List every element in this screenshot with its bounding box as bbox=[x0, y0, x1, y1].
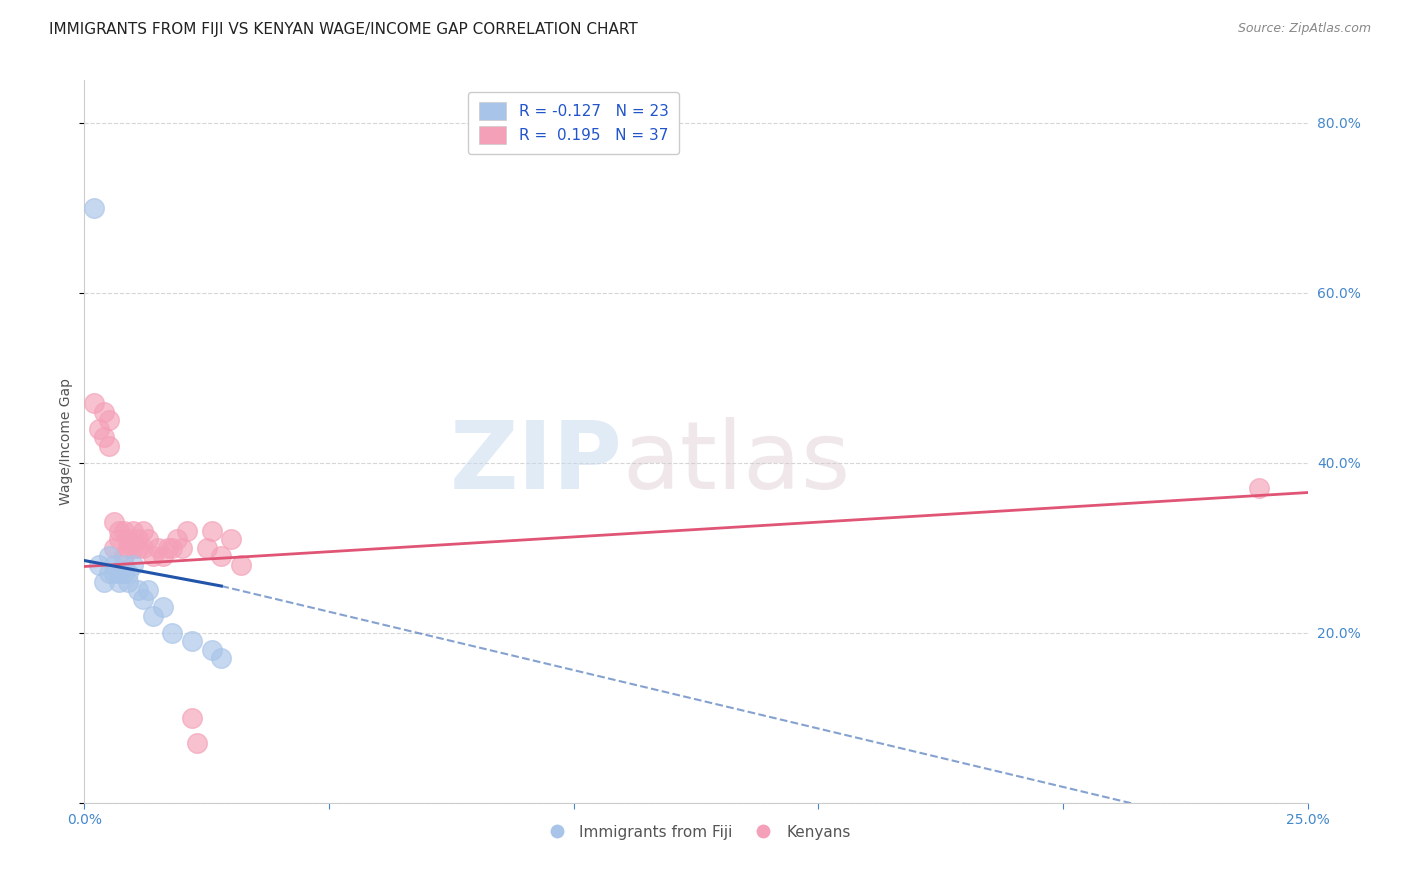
Point bbox=[103, 516, 125, 530]
Point bbox=[97, 566, 120, 581]
Point bbox=[117, 533, 139, 547]
Point bbox=[162, 541, 184, 555]
Point bbox=[112, 549, 135, 564]
Point bbox=[97, 549, 120, 564]
Point bbox=[117, 574, 139, 589]
Point bbox=[112, 566, 135, 581]
Point bbox=[103, 566, 125, 581]
Point bbox=[136, 583, 159, 598]
Point bbox=[172, 541, 194, 555]
Point bbox=[132, 591, 155, 606]
Point bbox=[107, 524, 129, 538]
Point bbox=[122, 558, 145, 572]
Point bbox=[132, 524, 155, 538]
Point bbox=[93, 430, 115, 444]
Point bbox=[112, 558, 135, 572]
Point bbox=[162, 625, 184, 640]
Point bbox=[142, 608, 165, 623]
Point bbox=[107, 566, 129, 581]
Point bbox=[83, 396, 105, 410]
Point bbox=[186, 736, 208, 750]
Point bbox=[122, 541, 145, 555]
Point bbox=[176, 524, 198, 538]
Point bbox=[93, 405, 115, 419]
Point bbox=[200, 642, 222, 657]
Point bbox=[181, 634, 204, 648]
Point bbox=[127, 583, 149, 598]
Text: Source: ZipAtlas.com: Source: ZipAtlas.com bbox=[1237, 22, 1371, 36]
Point bbox=[97, 413, 120, 427]
Point bbox=[209, 651, 232, 665]
Point bbox=[103, 558, 125, 572]
Point bbox=[156, 541, 179, 555]
Text: IMMIGRANTS FROM FIJI VS KENYAN WAGE/INCOME GAP CORRELATION CHART: IMMIGRANTS FROM FIJI VS KENYAN WAGE/INCO… bbox=[49, 22, 638, 37]
Legend: Immigrants from Fiji, Kenyans: Immigrants from Fiji, Kenyans bbox=[536, 819, 856, 846]
Point bbox=[142, 549, 165, 564]
Point bbox=[229, 558, 252, 572]
Point bbox=[107, 533, 129, 547]
Point bbox=[87, 558, 110, 572]
Point bbox=[93, 574, 115, 589]
Point bbox=[152, 549, 174, 564]
Point bbox=[103, 541, 125, 555]
Point bbox=[146, 541, 169, 555]
Point bbox=[1247, 481, 1270, 495]
Point bbox=[195, 541, 218, 555]
Point bbox=[127, 541, 149, 555]
Point bbox=[127, 533, 149, 547]
Point bbox=[87, 422, 110, 436]
Y-axis label: Wage/Income Gap: Wage/Income Gap bbox=[59, 378, 73, 505]
Point bbox=[181, 711, 204, 725]
Point bbox=[219, 533, 242, 547]
Point bbox=[122, 524, 145, 538]
Point bbox=[200, 524, 222, 538]
Point bbox=[152, 600, 174, 615]
Point bbox=[117, 566, 139, 581]
Point bbox=[136, 533, 159, 547]
Point bbox=[166, 533, 188, 547]
Text: atlas: atlas bbox=[623, 417, 851, 509]
Point bbox=[117, 541, 139, 555]
Point bbox=[209, 549, 232, 564]
Point bbox=[132, 541, 155, 555]
Point bbox=[83, 201, 105, 215]
Point bbox=[97, 439, 120, 453]
Point bbox=[107, 574, 129, 589]
Text: ZIP: ZIP bbox=[450, 417, 623, 509]
Point bbox=[112, 524, 135, 538]
